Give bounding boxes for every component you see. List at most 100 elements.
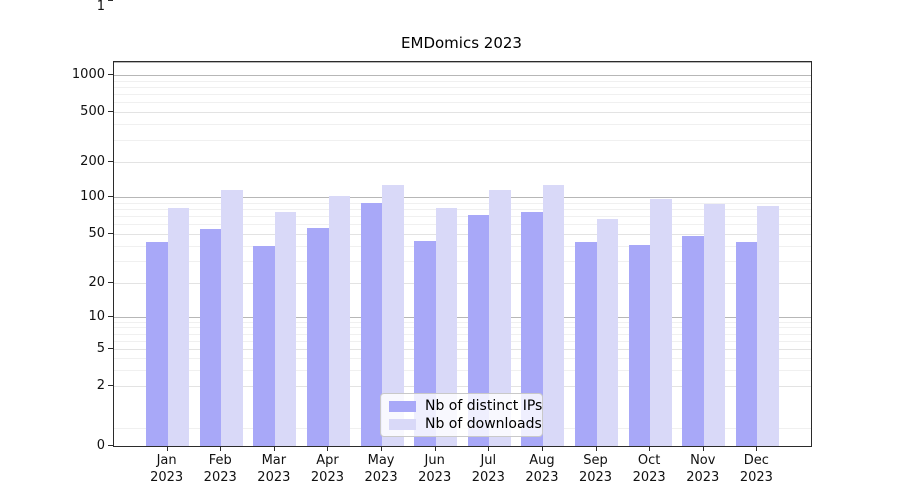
gridline-y-50 <box>114 234 811 235</box>
y-tick-label-5: 5 <box>96 340 105 356</box>
x-tick-label-dec: Dec 2023 <box>739 453 773 485</box>
y-tick-mark <box>108 196 113 197</box>
gridline-y-20 <box>114 283 811 284</box>
x-tick-label-apr: Apr 2023 <box>310 453 344 485</box>
y-tick-label-1: 1 <box>96 0 105 14</box>
gridline-y-8 <box>114 327 811 329</box>
y-tick-label-500: 500 <box>80 103 105 119</box>
x-tick-mark <box>220 446 222 451</box>
bar-distinct-ips-oct <box>628 244 651 446</box>
x-tick-mark <box>434 446 436 451</box>
y-tick-mark <box>108 385 113 386</box>
gridline-y-30 <box>114 261 811 263</box>
x-tick-label-oct: Oct 2023 <box>632 453 666 485</box>
gridline-y-100 <box>114 197 811 198</box>
bar-distinct-ips-may <box>360 202 383 446</box>
gridline-y-9 <box>114 321 811 323</box>
legend-label-distinct-ips: Nb of distinct IPs <box>425 398 543 414</box>
gridline-y-80 <box>114 208 811 210</box>
y-tick-mark <box>108 316 113 317</box>
bar-downloads-nov <box>703 204 726 446</box>
bar-downloads-sep <box>596 219 618 446</box>
gridline-y-500 <box>114 112 811 113</box>
y-tick-mark <box>108 161 113 162</box>
gridline-y-10 <box>114 317 811 318</box>
y-tick-label-200: 200 <box>80 153 105 169</box>
x-tick-label-feb: Feb 2023 <box>203 453 237 485</box>
x-tick-mark <box>166 446 168 451</box>
x-tick-label-jul: Jul 2023 <box>471 453 505 485</box>
bar-downloads-jul <box>489 189 511 446</box>
gridline-y-70 <box>114 216 811 217</box>
bar-downloads-apr <box>328 195 350 446</box>
x-tick-mark <box>756 446 758 451</box>
gridline-y-60 <box>114 224 811 226</box>
x-tick-label-aug: Aug 2023 <box>525 453 559 485</box>
x-tick-mark <box>273 446 275 451</box>
bar-distinct-ips-jul <box>467 215 490 446</box>
x-tick-label-nov: Nov 2023 <box>686 453 720 485</box>
x-tick-mark <box>327 446 329 451</box>
gridline-y-90 <box>114 202 811 204</box>
x-tick-label-jun: Jun 2023 <box>418 453 452 485</box>
y-tick-mark <box>108 233 113 234</box>
y-tick-label-10: 10 <box>88 308 105 324</box>
gridline-y-700 <box>114 94 811 95</box>
bar-distinct-ips-apr <box>307 228 329 446</box>
y-tick-label-0: 0 <box>96 437 105 453</box>
x-tick-mark <box>595 446 597 451</box>
legend-item-distinct-ips: Nb of distinct IPs <box>389 398 542 414</box>
bar-downloads-may <box>382 184 404 446</box>
gridline-y-1000 <box>114 75 811 76</box>
x-tick-mark <box>541 446 543 451</box>
bar-distinct-ips-mar <box>253 245 275 446</box>
gridline-y-300 <box>114 139 811 141</box>
gridline-y-400 <box>114 124 811 126</box>
x-tick-mark <box>702 446 704 451</box>
legend: Nb of distinct IPs Nb of downloads <box>380 393 543 437</box>
legend-swatch-downloads <box>389 418 416 430</box>
y-tick-mark <box>108 348 113 349</box>
bar-downloads-feb <box>221 190 243 446</box>
bar-distinct-ips-sep <box>575 242 597 446</box>
gridline-y-4 <box>114 358 811 359</box>
y-tick-mark <box>108 0 113 1</box>
bar-downloads-oct <box>650 199 672 446</box>
bar-downloads-mar <box>274 212 297 446</box>
x-tick-mark <box>488 446 490 451</box>
bar-distinct-ips-aug <box>521 211 543 446</box>
gridline-y-600 <box>114 102 811 104</box>
gridline-y-6 <box>114 340 811 342</box>
x-tick-mark <box>649 446 651 451</box>
bar-distinct-ips-jan <box>146 242 168 446</box>
plot-area <box>113 61 812 447</box>
y-tick-label-100: 100 <box>80 188 105 204</box>
bar-downloads-jan <box>167 207 190 446</box>
bar-distinct-ips-nov <box>682 236 704 446</box>
y-tick-label-2: 2 <box>96 377 105 393</box>
x-tick-label-sep: Sep 2023 <box>578 453 613 485</box>
chart-title: EMDomics 2023 <box>401 34 522 52</box>
gridline-y-40 <box>114 245 811 247</box>
gridline-y-3 <box>114 369 811 371</box>
y-tick-mark <box>108 74 113 75</box>
legend-item-downloads: Nb of downloads <box>389 416 542 432</box>
x-tick-mark <box>381 446 383 451</box>
y-tick-label-1000: 1000 <box>71 66 105 82</box>
bar-downloads-jun <box>435 208 458 446</box>
y-tick-mark <box>108 282 113 283</box>
y-tick-label-50: 50 <box>88 225 105 241</box>
gridline-y-5 <box>114 349 811 350</box>
legend-label-downloads: Nb of downloads <box>425 416 542 432</box>
y-tick-mark <box>108 111 113 112</box>
gridline-y-1 <box>114 62 811 63</box>
gridline-y-900 <box>114 80 811 82</box>
x-tick-label-jan: Jan 2023 <box>150 453 184 485</box>
legend-swatch-distinct-ips <box>389 400 416 412</box>
gridline-y-2 <box>114 386 811 387</box>
y-tick-label-20: 20 <box>88 274 105 290</box>
gridline-y-7 <box>114 333 811 335</box>
bar-distinct-ips-dec <box>735 242 758 446</box>
x-tick-label-may: May 2023 <box>364 453 398 485</box>
